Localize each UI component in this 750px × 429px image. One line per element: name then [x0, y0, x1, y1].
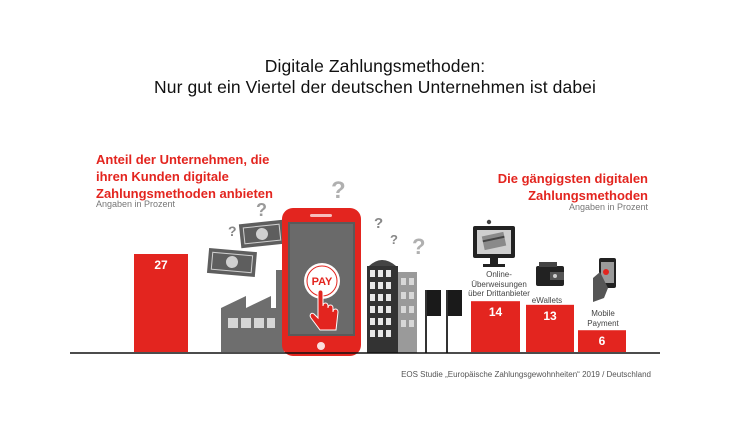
bar-ewallets [526, 304, 574, 352]
monitor-card-icon [473, 219, 515, 267]
category-label-line: Mobile [591, 309, 615, 318]
left-heading-line: ihren Kunden digitale [96, 169, 229, 184]
phone-in-hand-icon [593, 258, 616, 302]
question-mark-icon: ? [412, 234, 425, 259]
question-mark-icon: ? [331, 177, 346, 204]
banknote-icon [238, 219, 286, 249]
bar-group-share: 27 [134, 254, 188, 352]
banknote-icon [206, 247, 257, 278]
flag-icon [425, 290, 441, 353]
category-label-ewallets: eWallets [522, 296, 572, 306]
bar-group-methods: 14 13 6 [471, 301, 626, 352]
category-label-online-transfer: Online- Überweisungen über Drittanbieter [464, 270, 534, 299]
smartphone-icon [282, 208, 361, 356]
question-mark-icon: ? [390, 232, 398, 247]
data-label: 6 [599, 334, 606, 348]
hand-pointer-icon [309, 289, 339, 331]
category-label-mobile-payment: Mobile Payment [578, 309, 628, 328]
wallet-icon [536, 262, 564, 286]
category-label-line: Online- [486, 270, 512, 279]
bar-share-digital-payments [134, 254, 188, 352]
right-unit-label: Angaben in Prozent [568, 202, 648, 212]
office-building-icon [367, 260, 417, 353]
question-mark-icon: ? [374, 215, 383, 232]
left-heading-line: Anteil der Unternehmen, die [96, 152, 270, 167]
left-heading: Anteil der Unternehmen, die ihren Kunden… [96, 151, 296, 202]
right-heading-line: Zahlungsmethoden [528, 188, 648, 203]
category-label-line: Payment [587, 318, 619, 328]
question-mark-icon: ? [228, 223, 237, 239]
left-unit-label: Angaben in Prozent [96, 199, 176, 209]
factory-icon [221, 270, 284, 352]
right-heading: Die gängigsten digitalen Zahlungsmethode… [470, 170, 648, 204]
source-note: EOS Studie „Europäische Zahlungsgewohnhe… [401, 370, 651, 379]
flag-icon [446, 290, 462, 353]
pay-label: PAY [312, 276, 333, 288]
category-label-line: eWallets [531, 296, 563, 305]
data-label: 13 [543, 309, 557, 323]
left-heading-line: Zahlungsmethoden anbieten [96, 186, 273, 201]
category-label-line: Überweisungen [471, 279, 527, 289]
title-line-2: Nur gut ein Viertel der deutschen Untern… [154, 77, 596, 97]
right-heading-line: Die gängigsten digitalen [497, 171, 648, 186]
data-label: 14 [489, 305, 503, 319]
title-line-1: Digitale Zahlungsmethoden: [264, 56, 486, 76]
data-label: 27 [154, 258, 168, 272]
question-mark-icon: ? [256, 200, 267, 220]
bar-mobile-payment [578, 330, 626, 352]
bar-online-transfer [471, 301, 520, 352]
category-label-line: über Drittanbieter [468, 289, 530, 298]
